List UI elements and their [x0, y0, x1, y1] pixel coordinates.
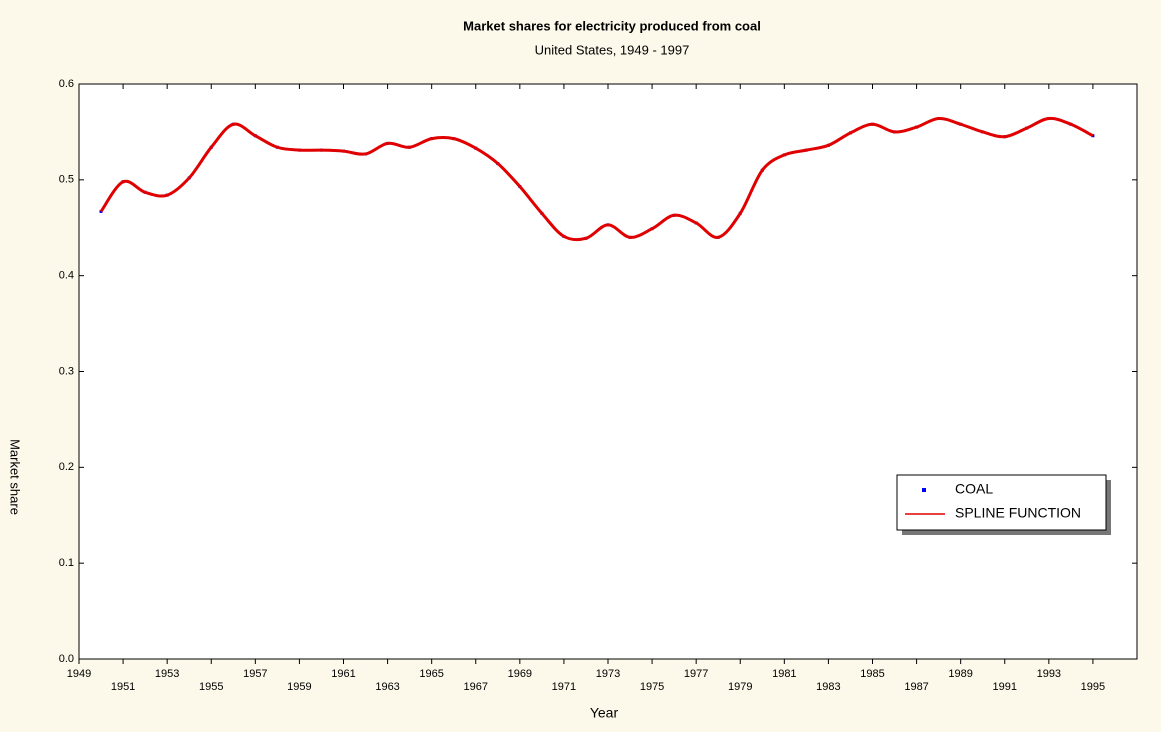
x-tick-label: 1955 — [199, 681, 223, 693]
legend-label: SPLINE FUNCTION — [955, 505, 1081, 521]
x-axis-label: Year — [590, 705, 619, 721]
y-tick-label: 0.2 — [59, 461, 74, 473]
x-tick-label: 1965 — [419, 668, 443, 680]
x-tick-label: 1971 — [552, 681, 576, 693]
x-tick-label: 1981 — [772, 668, 796, 680]
x-tick-label: 1985 — [860, 668, 884, 680]
y-tick-label: 0.5 — [59, 174, 74, 186]
x-tick-label: 1959 — [287, 681, 311, 693]
y-tick-label: 0.6 — [59, 78, 74, 90]
y-tick-label: 0.3 — [59, 365, 74, 377]
y-tick-label: 0.4 — [59, 270, 74, 282]
x-tick-label: 1951 — [111, 681, 135, 693]
plot-area — [78, 83, 1138, 660]
legend-marker — [922, 488, 926, 492]
x-tick-label: 1991 — [993, 681, 1017, 693]
x-tick-label: 1977 — [684, 668, 708, 680]
x-tick-label: 1993 — [1037, 668, 1061, 680]
x-tick-label: 1987 — [904, 681, 928, 693]
y-axis-label: Market share — [8, 439, 23, 515]
legend-label: COAL — [955, 481, 993, 497]
legend — [896, 474, 1107, 531]
x-tick-label: 1963 — [375, 681, 399, 693]
chart-title: Market shares for electricity produced f… — [463, 18, 761, 33]
x-tick-label: 1969 — [508, 668, 532, 680]
x-tick-label: 1957 — [243, 668, 267, 680]
line-series — [99, 116, 1094, 242]
x-tick-label: 1979 — [728, 681, 752, 693]
x-tick-label: 1961 — [331, 668, 355, 680]
x-tick-label: 1953 — [155, 668, 179, 680]
x-tick-label: 1989 — [948, 668, 972, 680]
x-tick-label: 1983 — [816, 681, 840, 693]
x-tick-label: 1995 — [1081, 681, 1105, 693]
y-tick-label: 0.1 — [59, 557, 74, 569]
y-tick-label: 0.0 — [59, 653, 74, 665]
chart-subtitle: United States, 1949 - 1997 — [535, 42, 690, 57]
x-tick-label: 1967 — [464, 681, 488, 693]
x-tick-label: 1949 — [67, 668, 91, 680]
x-tick-label: 1975 — [640, 681, 664, 693]
x-tick-label: 1973 — [596, 668, 620, 680]
